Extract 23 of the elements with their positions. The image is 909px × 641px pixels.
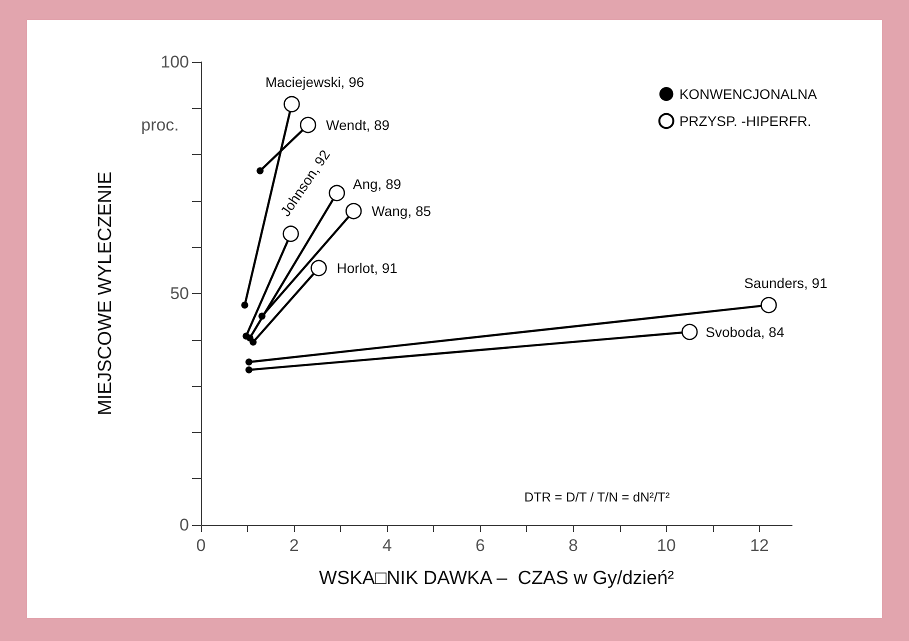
x-axis-title: WSKA□NIK DAWKA – CZAS w Gy/dzień² — [319, 568, 674, 589]
text: proc. — [141, 116, 179, 134]
x-tick-label: 6 — [475, 536, 485, 555]
x-tick-label: 8 — [568, 536, 578, 555]
x-tick-label: 0 — [196, 536, 206, 555]
annotation: Svoboda, 84 — [706, 324, 784, 340]
annotation: Wendt, 89 — [326, 116, 390, 133]
y-tick-label: 50 — [170, 284, 189, 303]
legend-label: PRZYSP. -HIPERFR. — [679, 113, 812, 129]
annotation: Maciejewski, 96 — [265, 74, 364, 90]
x-tick-label: 2 — [289, 536, 299, 555]
y-tick-label: 0 — [180, 516, 189, 534]
annotation: Wang, 85 — [372, 203, 432, 220]
annotation: DTR = D/T / T/N = dN²/T² — [524, 490, 670, 504]
legend-label: KONWENCJONALNA — [679, 86, 818, 102]
annotation: Saunders, 91 — [744, 275, 828, 292]
x-tick-label: 4 — [382, 536, 392, 555]
x-tick-label: 12 — [750, 536, 769, 555]
annotation: Horlot, 91 — [336, 260, 398, 276]
x-tick-label: 10 — [656, 536, 676, 555]
annotation: Ang, 89 — [352, 176, 402, 192]
y-tick-label: 100 — [160, 52, 189, 72]
y-axis-title: MIEJSCOWE WYLECZENIE — [95, 172, 116, 416]
